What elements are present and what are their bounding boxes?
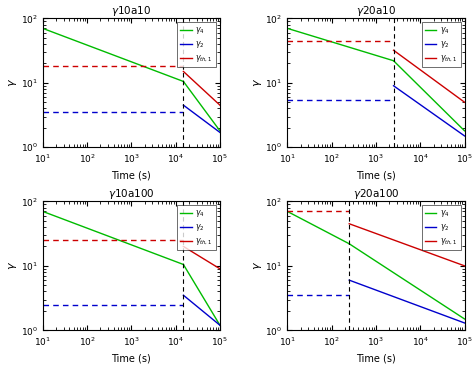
Title: $\gamma$20a100: $\gamma$20a100	[353, 188, 399, 201]
X-axis label: Time (s): Time (s)	[356, 170, 396, 180]
Title: $\gamma$10a10: $\gamma$10a10	[111, 4, 151, 18]
Y-axis label: $\gamma$: $\gamma$	[252, 78, 264, 87]
Legend: $\gamma_4$, $\gamma_2$, $\gamma_{th,1}$: $\gamma_4$, $\gamma_2$, $\gamma_{th,1}$	[177, 22, 216, 68]
X-axis label: Time (s): Time (s)	[111, 353, 151, 363]
Title: $\gamma$20a10: $\gamma$20a10	[356, 4, 396, 18]
Legend: $\gamma_4$, $\gamma_2$, $\gamma_{th,1}$: $\gamma_4$, $\gamma_2$, $\gamma_{th,1}$	[422, 205, 461, 250]
Y-axis label: $\gamma$: $\gamma$	[252, 261, 264, 270]
Title: $\gamma$10a100: $\gamma$10a100	[108, 188, 155, 201]
X-axis label: Time (s): Time (s)	[111, 170, 151, 180]
Legend: $\gamma_4$, $\gamma_2$, $\gamma_{th,1}$: $\gamma_4$, $\gamma_2$, $\gamma_{th,1}$	[177, 205, 216, 250]
X-axis label: Time (s): Time (s)	[356, 353, 396, 363]
Legend: $\gamma_4$, $\gamma_2$, $\gamma_{th,1}$: $\gamma_4$, $\gamma_2$, $\gamma_{th,1}$	[422, 22, 461, 68]
Y-axis label: $\gamma$: $\gamma$	[7, 261, 19, 270]
Y-axis label: $\gamma$: $\gamma$	[7, 78, 19, 87]
